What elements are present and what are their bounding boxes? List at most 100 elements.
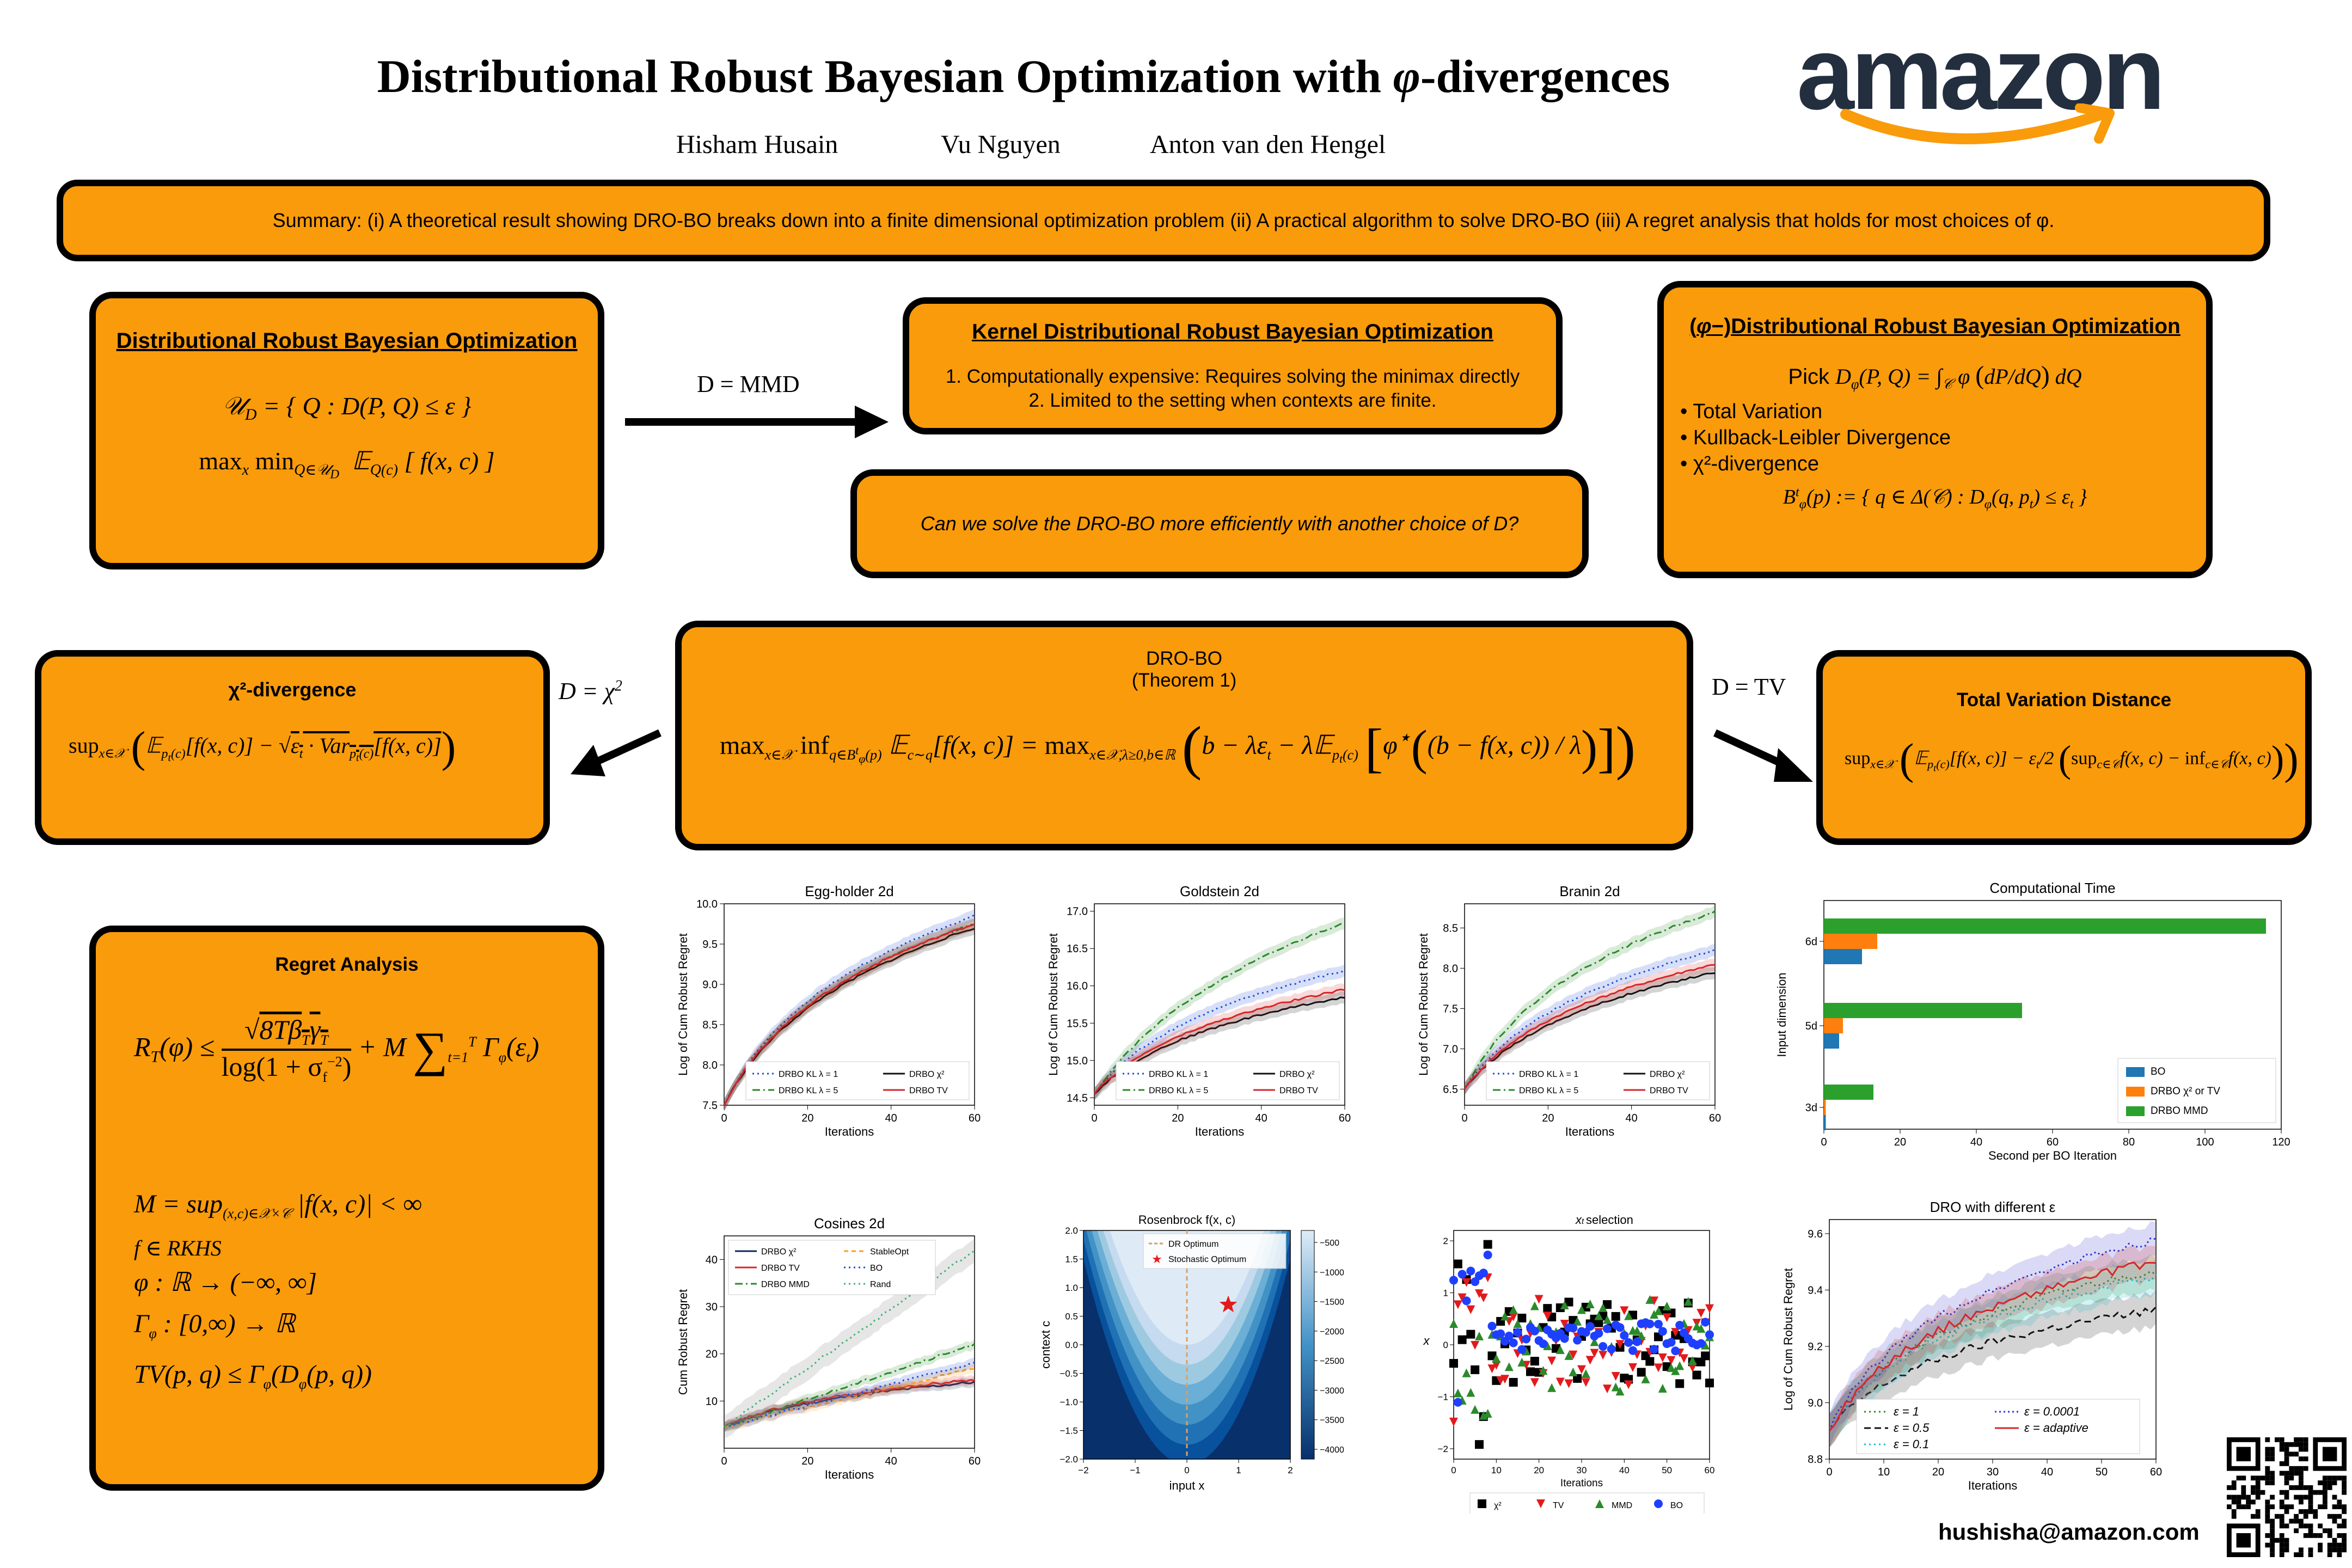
marker-tv [1667, 1356, 1676, 1365]
marker-mmd [1492, 1354, 1501, 1363]
marker-tv [1620, 1306, 1629, 1315]
confidence-band [1465, 967, 1715, 1095]
kernel-dro-box: Kernel Distributional Robust Bayesian Op… [903, 297, 1563, 434]
marker-mmd [1453, 1388, 1462, 1398]
marker-tv [1624, 1380, 1633, 1389]
marker-mmd [1530, 1301, 1539, 1310]
cond-m: M = sup(x,c)∈𝒳×𝒞 |f(x, c)| < ∞ [134, 1190, 422, 1222]
y-tick-label: 10.0 [696, 898, 718, 910]
marker-tv [1650, 1296, 1659, 1306]
marker-bo [1675, 1320, 1685, 1330]
y-tick-label: 0 [1443, 1340, 1448, 1350]
tv-box: Total Variation Distance supx∈𝒳 (𝔼pt(c)[… [1816, 650, 2312, 845]
cond-gamma: Γφ : [0,∞) → ℝ [134, 1309, 296, 1342]
y-tick-label: 14.5 [1067, 1092, 1088, 1104]
x-tick-label: 0 [1821, 1136, 1827, 1148]
series-line-3 [724, 1343, 975, 1428]
marker-chi2 [1483, 1240, 1492, 1249]
x-tick-label: 40 [885, 1112, 897, 1124]
marker-chi2 [1611, 1312, 1620, 1321]
contact-email[interactable]: hushisha@amazon.com [1938, 1519, 2200, 1545]
x-tick-label: 60 [1339, 1112, 1351, 1124]
x-tick-label: 20 [1172, 1112, 1184, 1124]
marker-bo [1607, 1344, 1616, 1353]
plot-frame [724, 903, 975, 1106]
legend-label: DRBO MMD [761, 1280, 810, 1289]
bar-3d-1 [1824, 1115, 1826, 1130]
legend-label: DRBO χ² [1279, 1070, 1315, 1079]
marker-chi2 [1509, 1377, 1518, 1387]
marker-tv [1658, 1353, 1667, 1362]
legend-label: DRBO KL λ = 5 [779, 1086, 838, 1095]
cond-tv: TV(p, q) ≤ Γφ(Dφ(p, q)) [134, 1360, 372, 1392]
series-line-1 [1828, 1270, 2157, 1432]
x-tick-label: 20 [801, 1455, 813, 1467]
x-tick-label: 100 [2196, 1136, 2214, 1148]
marker-mmd [1585, 1300, 1595, 1309]
dro-definition-box: Distributional Robust Bayesian Optimizat… [89, 292, 604, 569]
series-line-1 [1463, 949, 1716, 1090]
marker-mmd [1573, 1316, 1582, 1326]
series-line-4 [1828, 1237, 2157, 1431]
marker-bo [1667, 1338, 1676, 1347]
marker-chi2 [1692, 1370, 1701, 1380]
colorbar-label: −3500 [1320, 1416, 1344, 1425]
legend-label: DRBO χ² or TV [2151, 1086, 2220, 1097]
y-axis-label: x [1423, 1334, 1430, 1347]
y-tick-label: 40 [706, 1254, 718, 1266]
legend-label: DRBO TV [761, 1264, 800, 1273]
marker-chi2 [1543, 1304, 1552, 1313]
phi-box-title: (φ−)Distributional Robust Bayesian Optim… [1689, 315, 2180, 338]
series-line-2 [724, 1379, 975, 1428]
confidence-band [1465, 944, 1715, 1095]
marker-mmd [1624, 1311, 1633, 1320]
chart-title: x [1575, 1213, 1582, 1227]
marker-mmd [1539, 1365, 1548, 1375]
x-tick-label: 40 [1626, 1112, 1638, 1124]
cond-phi: φ : ℝ → (−∞, ∞] [134, 1267, 317, 1297]
legend-label: DR Optimum [1168, 1240, 1218, 1249]
marker-bo [1650, 1345, 1659, 1354]
x-tick-label: 1 [1236, 1465, 1241, 1475]
marker-bo [1560, 1334, 1569, 1343]
legend-label: ε = 1 [1894, 1405, 1919, 1418]
y-tick-label: 9.6 [1808, 1228, 1823, 1240]
bar-6d-3 [1824, 918, 2266, 934]
marker-mmd [1603, 1315, 1612, 1324]
legend-frame [1486, 1061, 1710, 1100]
marker-mmd [1513, 1319, 1522, 1328]
x-tick-label: 120 [2272, 1136, 2290, 1148]
y-tick-label: 9.5 [702, 939, 718, 951]
legend-label: DRBO χ² [761, 1247, 797, 1257]
marker-tv [1654, 1363, 1663, 1373]
x-tick-label: 0 [1184, 1465, 1189, 1475]
x-tick-label: 60 [1709, 1112, 1721, 1124]
legend-label: ε = 0.1 [1894, 1437, 1929, 1451]
marker-mmd [1543, 1341, 1552, 1350]
arrow-to-chi2-icon [571, 729, 661, 776]
chart-legend: χ² TV MMD BO [1469, 1492, 1705, 1514]
y-tick-label: 7.0 [1443, 1043, 1458, 1055]
legend-frame [745, 1061, 970, 1100]
marker-bo [1449, 1276, 1458, 1285]
confidence-band [1094, 964, 1345, 1100]
y-tick-label: −1 [1438, 1392, 1448, 1402]
y-axis-label: Cum Robust Regret [676, 1289, 690, 1395]
y-tick-label: 2.0 [1065, 1226, 1078, 1236]
marker-mmd [1462, 1368, 1471, 1377]
bullet-chi2: • χ²-divergence [1680, 452, 1820, 475]
marker-chi2 [1517, 1313, 1527, 1322]
marker-bo [1628, 1346, 1637, 1355]
marker-tv [1462, 1278, 1471, 1287]
x-tick-label: 50 [1662, 1465, 1672, 1475]
legend-label: BO [1670, 1501, 1683, 1510]
marker-chi2 [1705, 1379, 1714, 1388]
marker-mmd [1662, 1301, 1671, 1310]
legend-star-icon: ★ [1152, 1252, 1162, 1266]
x-tick-label: 40 [1255, 1112, 1267, 1124]
plot-frame [1464, 903, 1716, 1106]
chart-title: Egg-holder 2d [805, 883, 893, 899]
marker-tv [1453, 1300, 1462, 1309]
plot-frame [724, 1235, 975, 1449]
legend-frame [1856, 1399, 2140, 1454]
